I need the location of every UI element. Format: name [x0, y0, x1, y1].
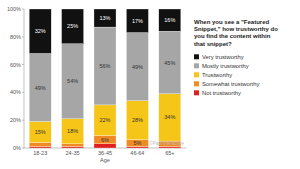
bar-segment [94, 27, 116, 105]
legend-title-line: When you see a "Featured [194, 19, 270, 25]
y-tick-label: 100% [7, 6, 21, 12]
y-tick-label: 20% [10, 117, 21, 123]
annotation: ©Path Interactive [149, 140, 184, 146]
data-label: 45% [164, 60, 175, 66]
data-label: 32% [35, 28, 46, 34]
bar-segment [159, 94, 181, 141]
y-tick-label: 80% [10, 34, 21, 40]
data-label: 25% [67, 23, 78, 29]
bar-segment [62, 119, 84, 144]
bar-segment [159, 31, 181, 94]
legend-swatch [194, 81, 199, 86]
data-label: 49% [35, 85, 46, 91]
legend-title-line: Snippet," how trustworthy do [194, 26, 278, 32]
x-tick-label: 24-35 [66, 150, 80, 156]
legend-entry: Trustworthy [202, 72, 232, 78]
legend-swatch [194, 63, 199, 68]
legend-title: When you see a "FeaturedSnippet," how tr… [194, 19, 278, 47]
bar-segment [94, 9, 116, 27]
legend-entry: Not trustworthy [202, 90, 241, 96]
legend-entry: Somewhat trustworthy [202, 81, 259, 87]
bar-segment [29, 142, 51, 146]
data-label: 28% [132, 117, 143, 123]
bar-segment [94, 144, 116, 148]
data-label: 13% [99, 15, 110, 21]
data-label: 22% [99, 117, 110, 123]
bar-segment [29, 122, 51, 143]
legend-swatch [194, 72, 199, 77]
legend-title-line: that snippet? [194, 41, 232, 47]
bar-segment [159, 9, 181, 31]
x-tick-label: 46-64 [130, 150, 144, 156]
bar-segment [94, 135, 116, 143]
legend-swatch [194, 90, 199, 95]
bar-segment [29, 9, 51, 53]
bar-segment [62, 144, 84, 147]
data-label: 56% [99, 63, 110, 69]
x-tick-label: 36-45 [98, 150, 112, 156]
bar-segment [62, 9, 84, 44]
y-tick-label: 60% [10, 62, 21, 68]
data-label: 54% [67, 78, 78, 84]
bar-segment [126, 147, 148, 148]
y-axis [24, 9, 25, 148]
data-label: 49% [132, 64, 143, 70]
data-label: 15% [35, 129, 46, 135]
bar-segment [126, 33, 148, 101]
legend-entry: Mostly trustworthy [202, 63, 249, 69]
legend-entry: Very trustworthy [202, 54, 244, 60]
x-tick-label: 18-23 [33, 150, 47, 156]
bar-segment [29, 147, 51, 148]
x-axis-label: Age [100, 157, 110, 163]
bars [29, 9, 181, 148]
data-label: 34% [164, 114, 175, 120]
bar-segment [62, 44, 84, 119]
chart: 0% 20% 40% 60% 80% 100% 18-23 24-35 36-45 46-64 65… [0, 0, 300, 169]
bar-segment [126, 140, 148, 147]
bar-segment [62, 147, 84, 148]
bar-segment [126, 101, 148, 140]
y-tick-label: 0% [13, 145, 21, 151]
bar-segment [126, 9, 148, 33]
bar-segment [159, 147, 181, 148]
data-label: 18% [67, 128, 78, 134]
bar-segment [94, 105, 116, 136]
data-label: 5% [133, 140, 141, 146]
x-tick-label: 65+ [165, 150, 174, 156]
legend-swatch [194, 54, 199, 59]
legend-title-line: you find the content within [194, 33, 271, 39]
data-label: 17% [132, 18, 143, 24]
bar-segment [29, 53, 51, 121]
data-label: 6% [101, 137, 109, 143]
data-label: 16% [164, 17, 175, 23]
y-tick-label: 40% [10, 89, 21, 95]
